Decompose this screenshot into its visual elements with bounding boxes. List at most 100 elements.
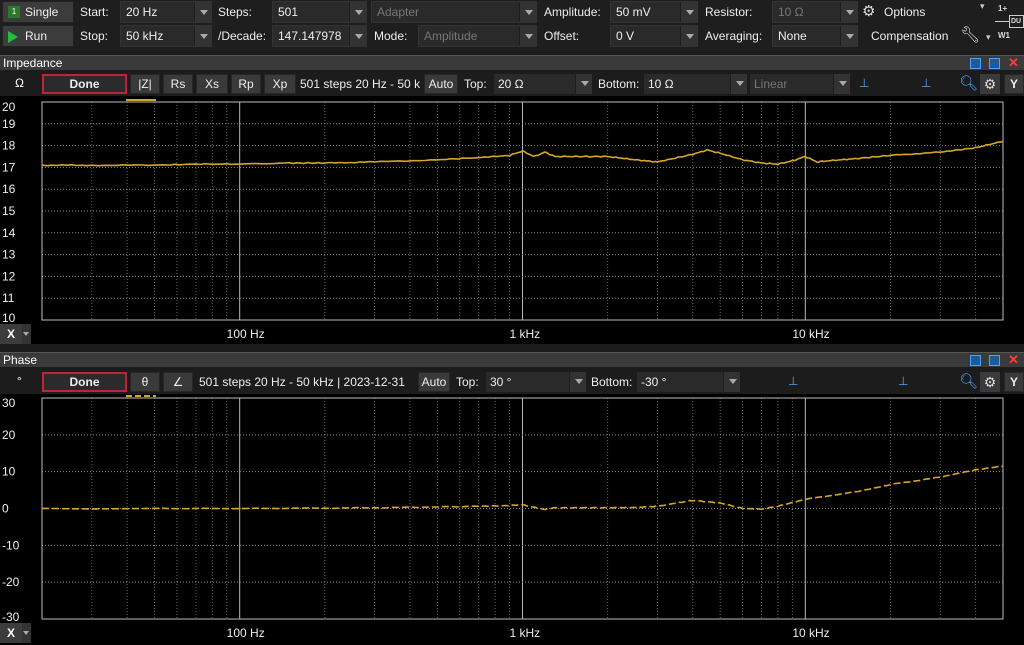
phase-bottom-field[interactable]: -30 ° <box>637 372 740 392</box>
impedance-x-tick-label: 100 Hz <box>227 327 265 341</box>
phase-plot-area[interactable]: 30 20 10 0 -10 -20 -30 100 Hz 1 kHz 10 kHz X <box>0 394 1024 645</box>
chevron-down-icon[interactable] <box>519 2 536 22</box>
maximize-icon[interactable] <box>989 355 1000 366</box>
minimize-icon[interactable] <box>970 355 981 366</box>
chevron-down-icon[interactable] <box>840 2 857 22</box>
cursor-left-icon[interactable]: ⊥ <box>788 374 799 388</box>
theta-button[interactable]: θ <box>130 372 160 392</box>
phase-auto-button[interactable]: Auto <box>418 372 450 392</box>
run-button[interactable]: Run <box>2 25 74 47</box>
phase-x-axis-button[interactable]: X <box>0 623 22 643</box>
tools-chevron-icon: ▾ <box>986 32 991 42</box>
stop-field[interactable]: 50 kHz <box>120 25 212 47</box>
impedance-info-text: 501 steps 20 Hz - 50 k <box>300 77 420 91</box>
chevron-down-icon[interactable] <box>194 2 211 22</box>
cursor-left-icon[interactable]: ⊥ <box>859 76 870 90</box>
start-field[interactable]: 20 Hz <box>120 1 212 23</box>
w1-label: W1 <box>998 31 1010 40</box>
impedance-x-axis-chevron-icon[interactable] <box>22 324 31 344</box>
rs-button[interactable]: Rs <box>163 74 193 94</box>
phase-bottom-value: -30 ° <box>641 375 667 389</box>
impedance-bottom-field[interactable]: 10 Ω <box>644 74 747 94</box>
plot-settings-gear-icon[interactable]: ⚙ <box>980 372 1000 392</box>
impedance-chart[interactable]: 20 19 18 17 16 15 14 13 12 11 10 100 Hz 1 kHz 10 kHz <box>0 96 1024 344</box>
maximize-icon[interactable] <box>989 58 1000 69</box>
options-button[interactable]: ⚙ Options ▾ <box>862 1 985 23</box>
chevron-down-icon[interactable] <box>723 372 740 392</box>
chevron-down-icon[interactable] <box>569 372 586 392</box>
xs-button[interactable]: Xs <box>196 74 228 94</box>
single-button[interactable]: 1 Single <box>2 1 74 23</box>
run-label: Run <box>25 29 48 43</box>
chevron-down-icon[interactable] <box>730 74 747 94</box>
steps-field[interactable]: 501 <box>272 1 367 23</box>
averaging-select[interactable]: None <box>772 25 858 47</box>
impedance-unit: Ω <box>15 76 24 90</box>
start-label: Start: <box>80 5 109 19</box>
phase-trace-line <box>41 465 1004 511</box>
plot-settings-gear-icon[interactable]: ⚙ <box>980 74 1000 94</box>
chevron-down-icon[interactable] <box>349 2 366 22</box>
cursor-right-icon[interactable]: ⊥ <box>921 76 932 90</box>
single-label: Single <box>25 5 59 19</box>
z-button[interactable]: |Z| <box>130 74 160 94</box>
chevron-down-icon[interactable] <box>833 74 850 94</box>
zoom-icon[interactable]: 🔍︎ <box>959 373 979 390</box>
impedance-y-tick-label: 11 <box>2 291 15 305</box>
impedance-done-button[interactable]: Done <box>42 74 127 94</box>
xp-button[interactable]: Xp <box>264 74 296 94</box>
phase-x-axis-chevron-icon[interactable] <box>22 623 31 643</box>
single-icon: 1 <box>8 6 20 18</box>
zoom-icon[interactable]: 🔍︎ <box>959 75 979 92</box>
impedance-auto-button[interactable]: Auto <box>424 74 458 94</box>
amplitude-field[interactable]: 50 mV <box>610 1 698 23</box>
phase-panel-header: Phase ✕ <box>0 352 1024 367</box>
chevron-down-icon[interactable] <box>680 26 697 46</box>
impedance-plot-area[interactable]: 20 19 18 17 16 15 14 13 12 11 10 100 Hz 1 kHz 10 kHz … <box>0 96 1024 344</box>
gear-icon: ⚙ <box>862 3 876 20</box>
chevron-down-icon[interactable] <box>575 74 592 94</box>
phase-done-button[interactable]: Done <box>42 372 127 392</box>
cursor-right-icon[interactable]: ⊥ <box>898 374 909 388</box>
wrench-icon[interactable]: 🔧︎ <box>960 27 981 44</box>
close-icon[interactable]: ✕ <box>1008 352 1019 367</box>
impedance-trace-line <box>41 140 1004 167</box>
phase-top-field[interactable]: 30 ° <box>486 372 586 392</box>
phase-y-tick-label: -10 <box>2 538 20 552</box>
impedance-x-axis-button[interactable]: X <box>0 324 22 344</box>
decade-field[interactable]: 147.147978 <box>272 25 367 47</box>
impedance-panel-header: Impedance ✕ <box>0 55 1024 70</box>
steps-value: 501 <box>278 5 299 19</box>
impedance-scale-select[interactable]: Linear <box>750 74 850 94</box>
phase-y-tick-label: 30 <box>2 396 16 410</box>
chevron-down-icon[interactable] <box>519 26 536 46</box>
chevron-down-icon[interactable] <box>349 26 366 46</box>
phase-y-tick-label: -30 <box>2 610 20 624</box>
offset-field[interactable]: 0 V <box>610 25 698 47</box>
chevron-down-icon[interactable] <box>194 26 211 46</box>
impedance-y-tick-label: 14 <box>2 226 16 240</box>
impedance-y-axis-button[interactable]: Y <box>1004 74 1024 94</box>
phase-chart[interactable]: 30 20 10 0 -10 -20 -30 100 Hz 1 kHz 10 kHz <box>0 394 1024 645</box>
chevron-down-icon[interactable] <box>680 2 697 22</box>
phase-unit: ° <box>17 374 22 388</box>
resistor-select[interactable]: 10 Ω <box>772 1 858 23</box>
compensation-button[interactable]: Compensation <box>871 29 949 43</box>
phase-y-tick-label: 10 <box>2 465 16 479</box>
chevron-down-icon[interactable] <box>840 26 857 46</box>
close-icon[interactable]: ✕ <box>1008 55 1019 70</box>
mode-label: Mode: <box>374 29 408 43</box>
steps-label: Steps: <box>218 5 253 19</box>
impedance-y-tick-label: 13 <box>2 248 16 262</box>
phase-y-axis-button[interactable]: Y <box>1004 372 1024 392</box>
rp-button[interactable]: Rp <box>231 74 261 94</box>
phase-x-tick-label: 1 kHz <box>510 626 541 640</box>
impedance-top-value: 20 Ω <box>498 77 524 91</box>
resistor-label: Resistor: <box>705 5 753 19</box>
impedance-y-tick-label: 19 <box>2 117 16 131</box>
adapter-select[interactable]: Adapter <box>371 1 537 23</box>
mode-select[interactable]: Amplitude <box>418 25 537 47</box>
minimize-icon[interactable] <box>970 58 981 69</box>
impedance-top-field[interactable]: 20 Ω <box>494 74 592 94</box>
angle-button[interactable]: ∠ <box>163 372 193 392</box>
